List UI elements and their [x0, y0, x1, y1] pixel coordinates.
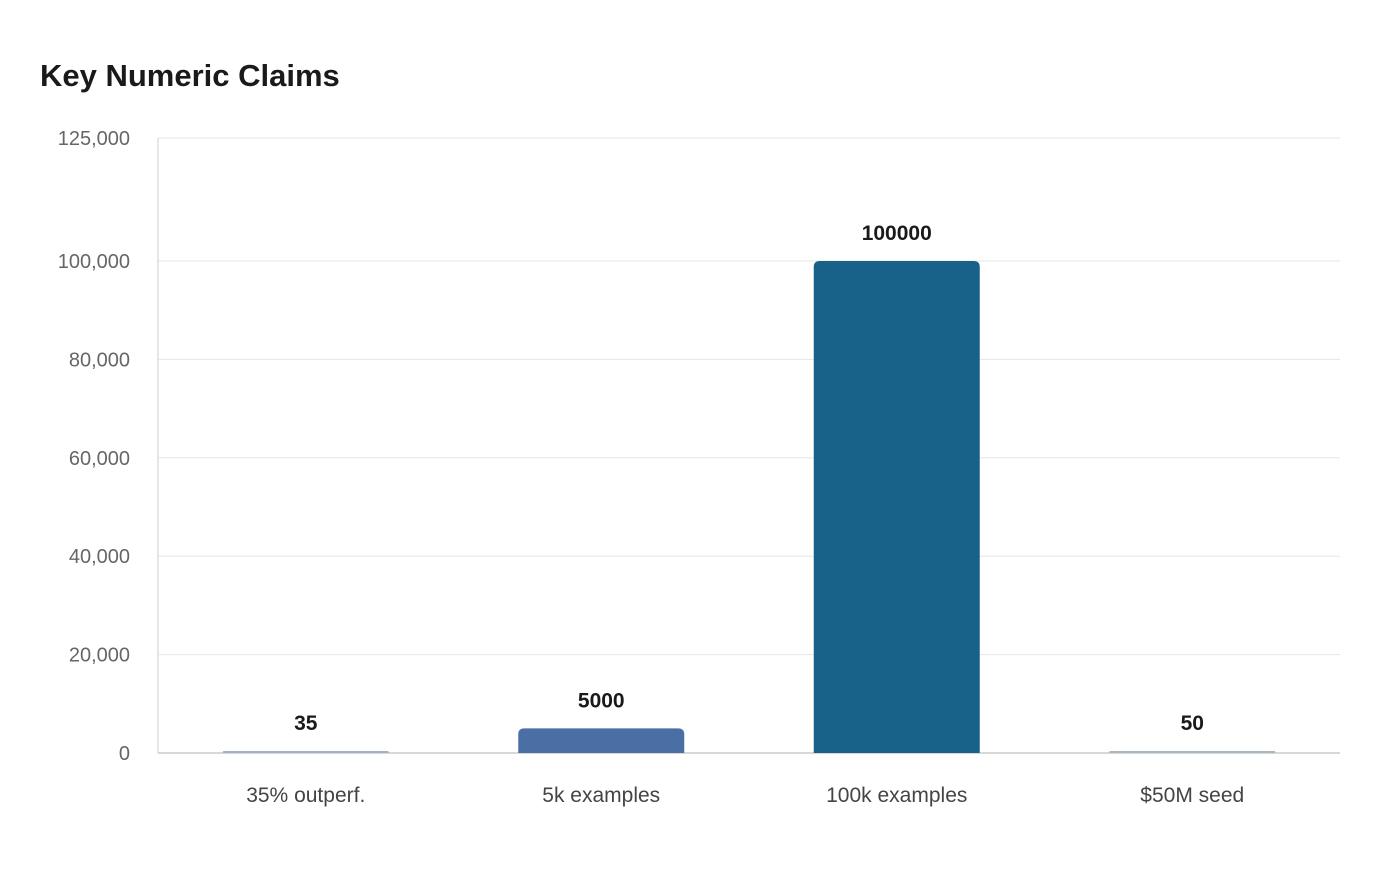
axes: 0 20,000 40,000 60,000 80,000 100,000 125,000	[58, 128, 1340, 765]
data-label: 5000	[578, 689, 625, 712]
bar	[518, 728, 685, 753]
y-tick-label: 20,000	[69, 645, 130, 667]
x-tick-label: 100k examples	[826, 784, 967, 807]
labels: 35 35% outperf. 5000 5k examples 100000 100k …	[246, 222, 1244, 807]
y-tick-label: 100,000	[58, 251, 130, 273]
bar	[813, 261, 980, 753]
chart-title: Key Numeric Claims	[40, 58, 340, 93]
bar	[1109, 751, 1276, 753]
x-tick-label: 35% outperf.	[246, 784, 365, 807]
x-tick-label: 5k examples	[542, 784, 660, 807]
y-tick-label: 0	[119, 743, 130, 765]
y-tick-label: 125,000	[58, 128, 130, 150]
y-tick-label: 40,000	[69, 546, 130, 568]
bars	[222, 261, 1276, 753]
x-tick-label: $50M seed	[1140, 784, 1244, 807]
data-label: 35	[294, 712, 318, 735]
bar	[222, 751, 389, 753]
y-tick-label: 80,000	[69, 349, 130, 371]
grid-lines	[158, 137, 1340, 656]
y-tick-label: 60,000	[69, 448, 130, 470]
data-label: 50	[1181, 712, 1204, 735]
data-label: 100000	[862, 222, 932, 245]
